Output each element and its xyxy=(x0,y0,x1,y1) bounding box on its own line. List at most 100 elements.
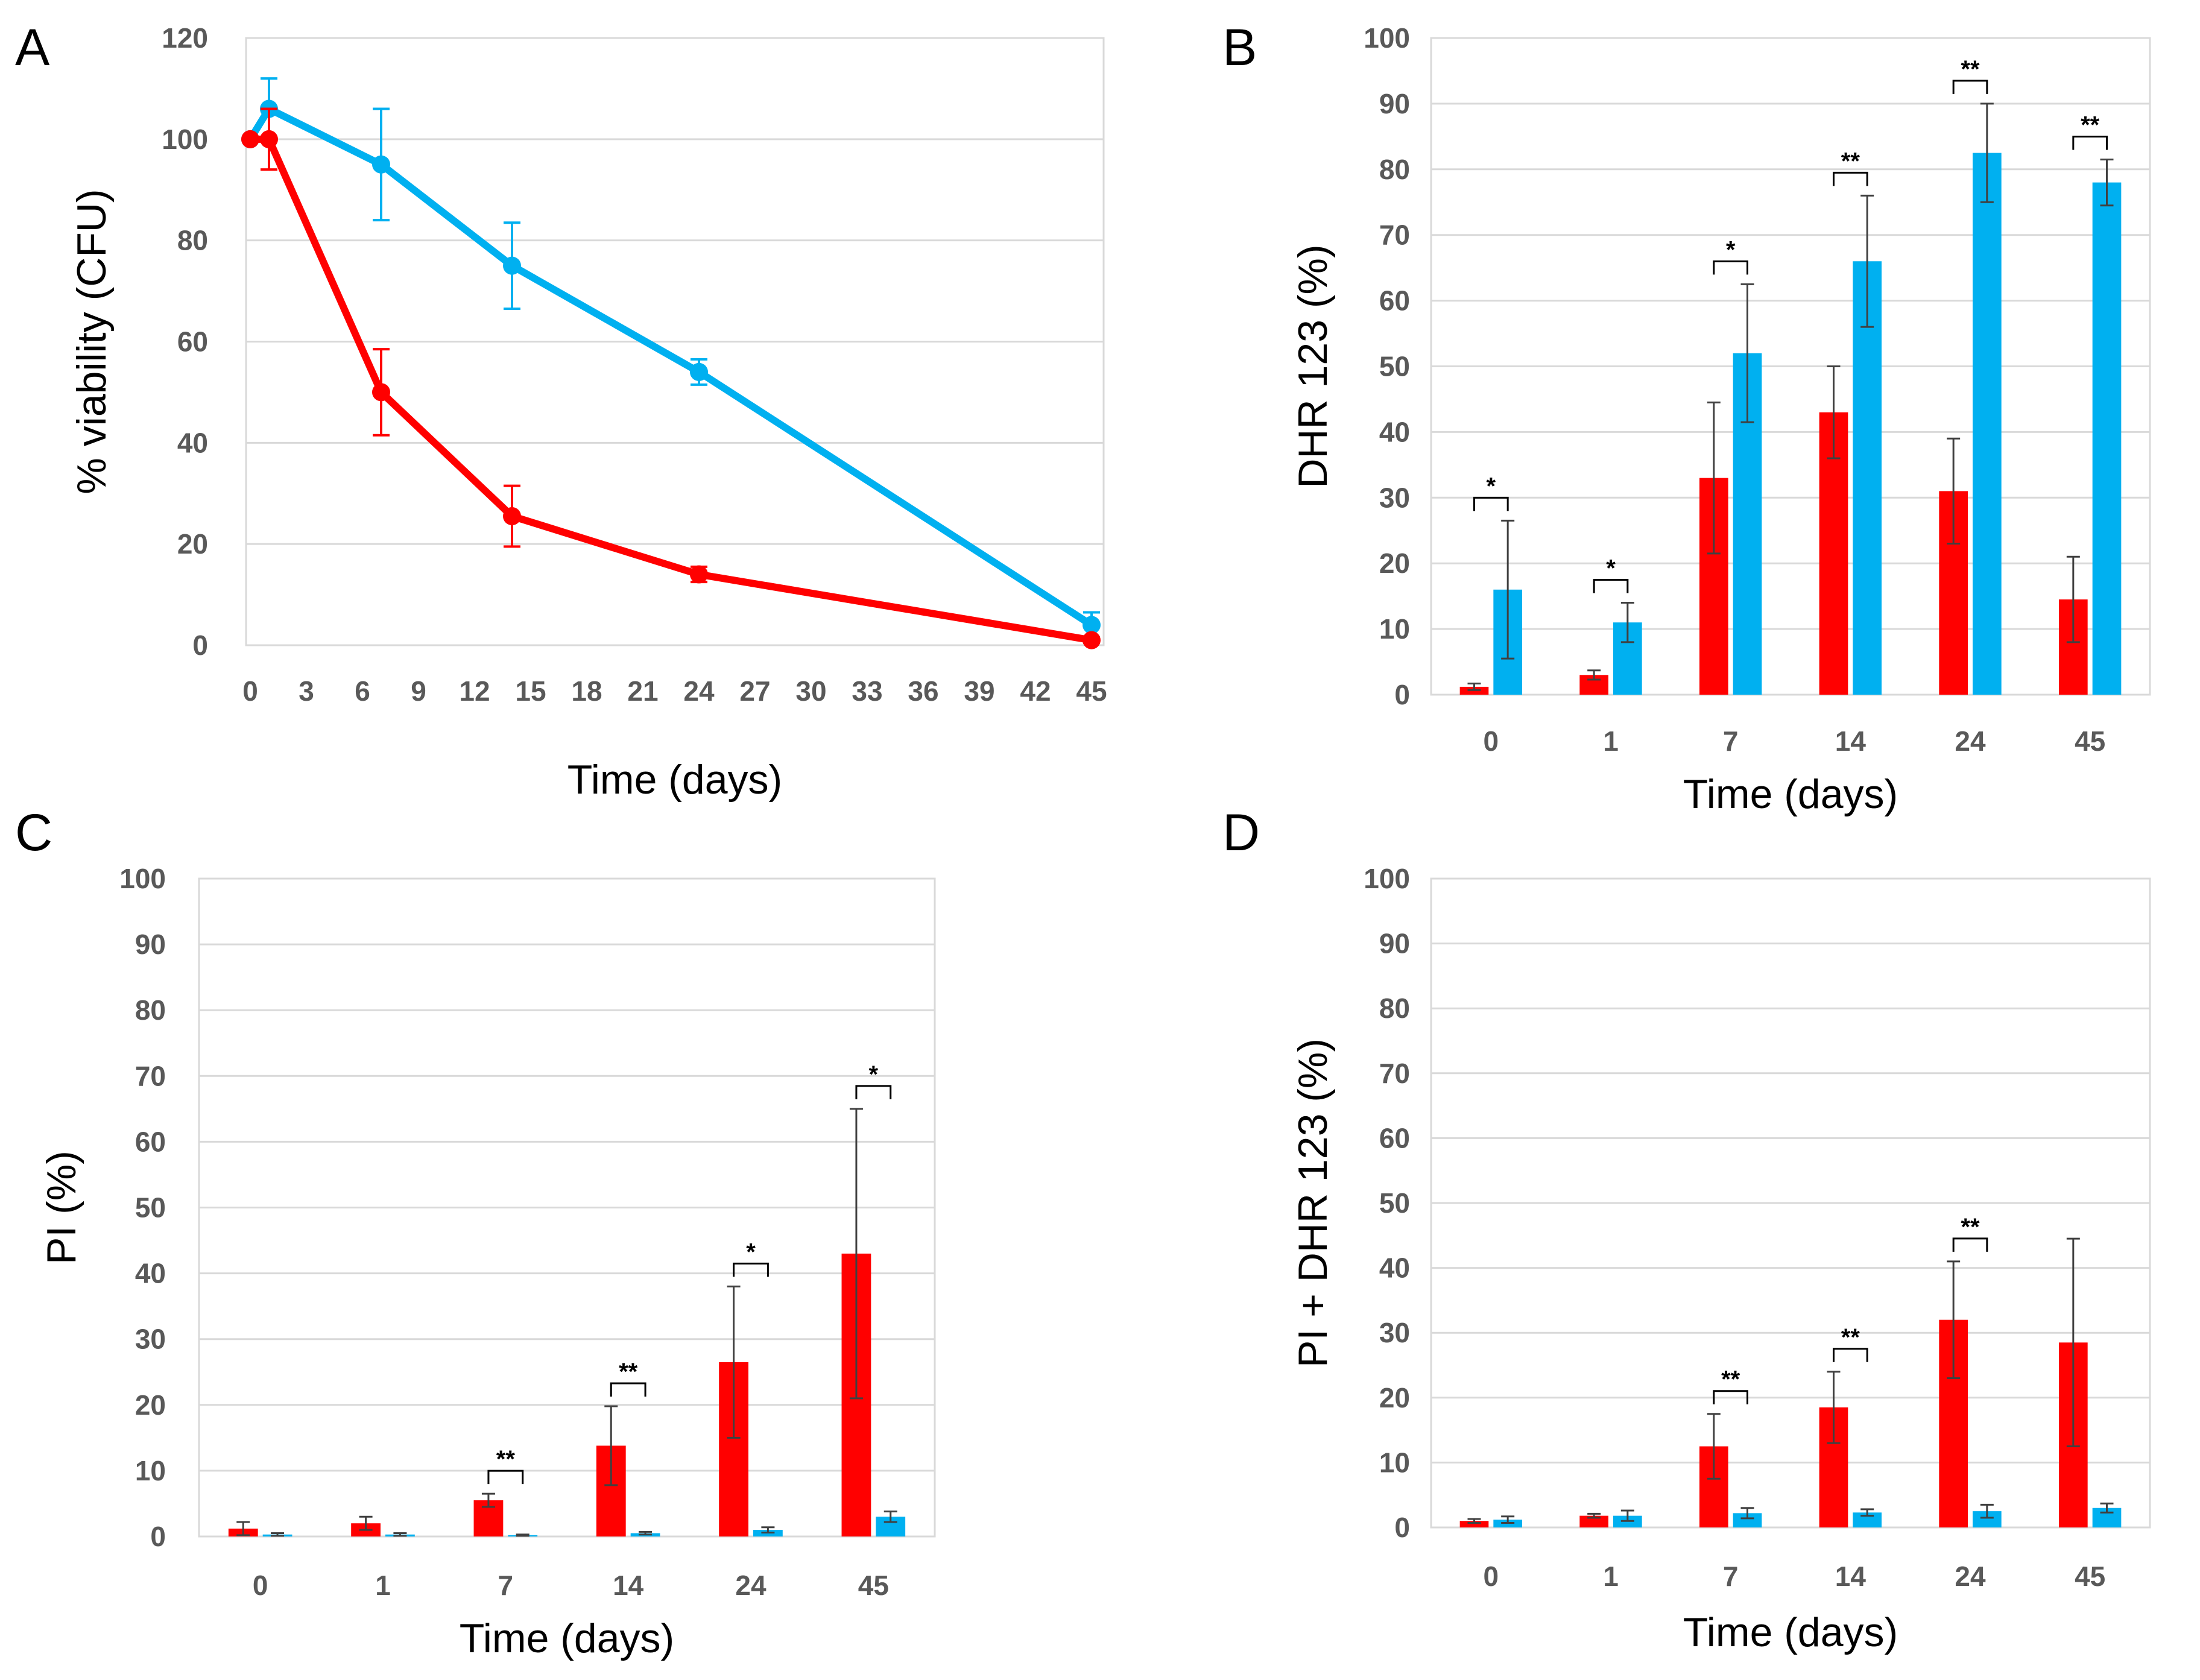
x-tick-label: 0 xyxy=(242,675,258,707)
significance-bracket xyxy=(1713,260,1749,275)
panel-letter: D xyxy=(1222,804,1260,862)
y-tick-label: 100 xyxy=(162,124,208,155)
data-point xyxy=(503,256,521,275)
x-tick-label: 39 xyxy=(964,675,994,707)
significance-label: * xyxy=(1487,473,1496,499)
error-bar xyxy=(1980,103,1994,203)
error-bar xyxy=(1587,1512,1601,1519)
x-axis-title: Time (days) xyxy=(460,1615,674,1661)
y-tick-label: 10 xyxy=(1379,613,1410,645)
y-tick-label: 80 xyxy=(135,994,166,1026)
error-bar xyxy=(481,1492,495,1508)
y-tick-label: 20 xyxy=(135,1389,166,1421)
error-bar xyxy=(2066,555,2080,643)
x-tick-label: 24 xyxy=(1955,725,1986,757)
significance-bracket xyxy=(487,1470,524,1485)
y-tick-label: 0 xyxy=(192,630,208,661)
error-bar xyxy=(516,1533,529,1537)
error-bar xyxy=(2100,158,2114,207)
error-bar xyxy=(393,1532,407,1537)
y-tick-label: 50 xyxy=(135,1192,166,1224)
error-bar xyxy=(2066,1237,2080,1447)
error-bar xyxy=(604,1405,618,1486)
significance-bracket xyxy=(1832,171,1868,186)
y-tick-label: 40 xyxy=(135,1258,166,1289)
y-tick-label: 50 xyxy=(1379,351,1410,382)
data-point xyxy=(1083,631,1101,649)
panel-letter: B xyxy=(1222,19,1257,77)
y-tick-label: 30 xyxy=(1379,1317,1410,1348)
significance-bracket xyxy=(1952,1237,1988,1252)
significance-label: * xyxy=(1606,555,1616,582)
data-point xyxy=(260,130,278,148)
y-tick-label: 0 xyxy=(1394,679,1410,710)
error-bar xyxy=(1707,1413,1721,1480)
y-tick-label: 0 xyxy=(1394,1512,1410,1543)
error-bar xyxy=(1501,519,1515,660)
x-tick-label: 0 xyxy=(1484,1561,1499,1592)
error-bar xyxy=(849,1108,863,1400)
x-tick-label: 18 xyxy=(571,675,602,707)
y-tick-label: 60 xyxy=(1379,1122,1410,1154)
x-tick-label: 0 xyxy=(253,1570,268,1601)
series-0 xyxy=(241,77,1101,639)
significance-bracket xyxy=(733,1262,769,1277)
x-tick-label: 45 xyxy=(1076,675,1107,707)
x-tick-label: 30 xyxy=(795,675,826,707)
error-bar xyxy=(236,1521,250,1536)
x-tick-label: 45 xyxy=(2075,725,2105,757)
x-tick-label: 1 xyxy=(1603,725,1619,757)
bar xyxy=(1819,412,1848,695)
error-bar xyxy=(271,1532,285,1537)
y-axis-title: PI (%) xyxy=(39,1151,84,1265)
x-tick-label: 9 xyxy=(411,675,426,707)
y-tick-label: 90 xyxy=(135,929,166,960)
significance-label: ** xyxy=(1841,148,1860,174)
x-tick-label: 14 xyxy=(1835,725,1867,757)
error-bar xyxy=(359,1515,373,1531)
y-tick-label: 60 xyxy=(177,326,208,358)
series-1 xyxy=(241,107,1101,649)
significance-label: ** xyxy=(1961,1214,1980,1240)
significance-label: * xyxy=(1726,236,1736,263)
error-bar xyxy=(1501,1515,1515,1524)
data-point xyxy=(1083,616,1101,634)
y-tick-label: 20 xyxy=(1379,1382,1410,1413)
error-bar xyxy=(761,1526,775,1533)
y-tick-label: 80 xyxy=(177,225,208,256)
bar xyxy=(1579,1515,1608,1527)
y-tick-label: 70 xyxy=(1379,1058,1410,1089)
y-tick-label: 70 xyxy=(135,1060,166,1091)
error-bar xyxy=(1620,1509,1634,1522)
significance-bracket xyxy=(855,1085,892,1099)
significance-bracket xyxy=(610,1382,646,1397)
y-tick-label: 80 xyxy=(1379,993,1410,1024)
bar xyxy=(1973,153,2002,695)
significance-bracket xyxy=(1713,1390,1749,1404)
error-bar xyxy=(1467,1518,1481,1524)
y-axis-title: PI + DHR 123 (%) xyxy=(1290,1038,1336,1368)
y-tick-label: 120 xyxy=(162,22,208,54)
error-bar xyxy=(1947,437,1961,545)
y-tick-label: 80 xyxy=(1379,154,1410,185)
significance-bracket xyxy=(1473,496,1509,511)
significance-label: ** xyxy=(2081,112,2100,138)
x-tick-label: 7 xyxy=(498,1570,514,1601)
significance-label: ** xyxy=(1721,1366,1740,1393)
y-tick-label: 40 xyxy=(1379,1252,1410,1284)
significance-label: * xyxy=(869,1061,879,1088)
x-tick-label: 6 xyxy=(355,675,370,707)
data-point xyxy=(372,155,390,174)
significance-label: * xyxy=(746,1239,756,1265)
x-tick-label: 7 xyxy=(1723,1561,1739,1592)
x-axis-title: Time (days) xyxy=(1683,771,1898,817)
significance-label: ** xyxy=(496,1446,516,1473)
x-tick-label: 15 xyxy=(515,675,546,707)
series-line xyxy=(247,105,1094,628)
bar xyxy=(1853,261,1882,695)
y-tick-label: 0 xyxy=(150,1521,166,1552)
significance-label: ** xyxy=(1841,1324,1860,1351)
